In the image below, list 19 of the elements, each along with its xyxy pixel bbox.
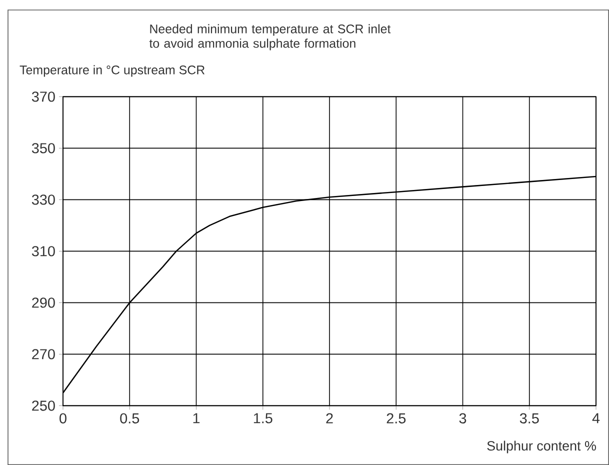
y-axis-title: Temperature in °C upstream SCR — [20, 65, 205, 77]
x-tick-label: 1.5 — [254, 413, 272, 424]
x-tick-label: 3.5 — [520, 413, 539, 424]
x-tick-label: 2 — [326, 413, 333, 424]
y-tick-label: 350 — [32, 143, 55, 154]
x-tick-label: 3 — [459, 413, 466, 424]
x-axis-title: Sulphur content % — [487, 440, 596, 454]
y-tick-label: 290 — [32, 298, 55, 308]
x-tick-label: 1 — [193, 413, 200, 424]
y-tick-label: 270 — [32, 349, 55, 360]
x-tick-label: 0.5 — [120, 413, 140, 424]
x-tick-label: 4 — [592, 413, 600, 424]
y-tick-label: 250 — [32, 400, 55, 411]
y-tick-label: 330 — [32, 194, 55, 205]
x-tick-label: 0 — [60, 413, 66, 424]
chart-title: Needed minimum temperature at SCR inlet to avoid ammonia sulphate formation — [149, 24, 391, 50]
y-tick-label: 370 — [32, 92, 55, 102]
x-tick-label: 2.5 — [386, 413, 406, 424]
y-tick-label: 310 — [32, 246, 55, 256]
